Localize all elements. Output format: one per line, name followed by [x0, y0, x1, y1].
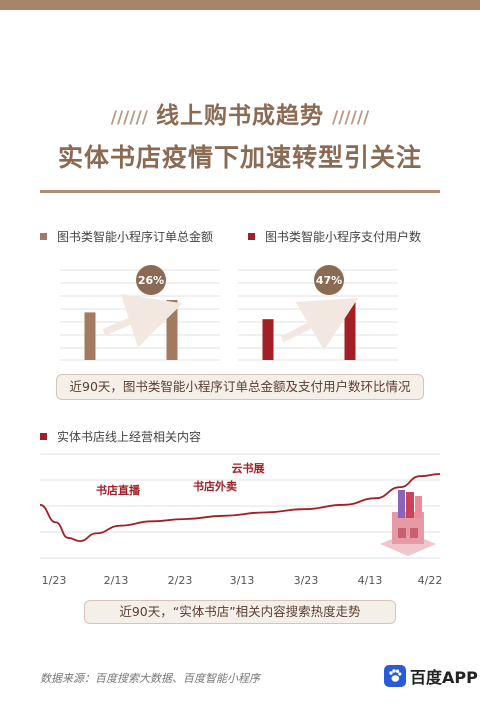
x-tick-0: 1/23 — [42, 574, 67, 587]
x-tick-1: 2/13 — [104, 574, 129, 587]
x-tick-6: 4/22 — [418, 574, 443, 587]
top-caption-text: 近90天，图书类智能小程序订单总金额及支付用户数环比情况 — [69, 379, 411, 394]
bottom-caption: 近90天，“实体书店”相关内容搜索热度走势 — [84, 600, 396, 624]
book-purple — [398, 490, 405, 518]
annotation-2: 云书展 — [232, 461, 266, 475]
x-tick-2: 2/23 — [168, 574, 193, 587]
legend-right: 图书类智能小程序支付用户数 — [248, 228, 421, 245]
page-subtitle: 实体书店疫情下加速转型引关注 — [57, 143, 422, 172]
header: ////// 线上购书成趋势 ////// 实体书店疫情下加速转型引关注 — [0, 96, 480, 174]
legend-swatch-brown — [40, 233, 47, 240]
bar-0 — [84, 312, 96, 360]
x-tick-5: 4/13 — [358, 574, 383, 587]
bookstore-door — [410, 528, 418, 538]
annotation-1: 书店外卖 — [193, 479, 237, 493]
book-red — [406, 492, 414, 518]
legend-swatch-red — [248, 233, 255, 240]
legend-left-label: 图书类智能小程序订单总金额 — [57, 230, 214, 244]
bar-chart-orders: 26% — [60, 265, 220, 361]
growth-badge — [136, 265, 166, 295]
paw-icon — [384, 665, 406, 687]
x-tick-3: 3/13 — [230, 574, 255, 587]
line-chart-legend: 实体书店线上经营相关内容 — [40, 428, 201, 445]
page-title: 线上购书成趋势 — [156, 103, 324, 129]
growth-label: 26% — [138, 274, 164, 287]
legend-left: 图书类智能小程序订单总金额 — [40, 228, 213, 245]
title-divider — [40, 190, 440, 193]
legend-right-label: 图书类智能小程序支付用户数 — [265, 230, 422, 244]
top-accent-bar — [0, 0, 480, 10]
growth-badge — [314, 265, 344, 295]
bar-1 — [166, 300, 178, 360]
baidu-app-text: 百度APP — [410, 668, 478, 687]
growth-arrow — [280, 297, 359, 351]
bookstore-window — [398, 528, 406, 538]
book-pink — [415, 496, 422, 518]
title-line1-row: ////// 线上购书成趋势 ////// — [0, 96, 480, 130]
bar-1 — [344, 300, 356, 360]
left-slashes: ////// — [110, 108, 148, 128]
line-chart-title: 实体书店线上经营相关内容 — [57, 430, 202, 444]
x-tick-4: 3/23 — [294, 574, 319, 587]
growth-label: 47% — [316, 274, 342, 287]
top-caption: 近90天，图书类智能小程序订单总金额及支付用户数环比情况 — [56, 374, 424, 400]
line-chart-bookstore: 书店直播 书店外卖 云书展 1/23 2/13 2/23 3/13 3/23 4/13 4/22 — [39, 453, 443, 587]
bottom-caption-text: 近90天，“实体书店”相关内容搜索热度走势 — [119, 604, 361, 619]
data-source: 数据来源：百度搜索大数据、百度智能小程序 — [40, 672, 260, 685]
line-legend-swatch — [40, 433, 47, 440]
growth-arrow — [102, 293, 183, 348]
baidu-app-logo: 百度APP — [384, 664, 478, 688]
bar-chart-users: 47% — [238, 265, 398, 361]
heat-line — [39, 473, 441, 543]
annotation-0: 书店直播 — [96, 483, 141, 497]
bar-0 — [262, 319, 274, 360]
right-slashes: ////// — [332, 108, 370, 128]
